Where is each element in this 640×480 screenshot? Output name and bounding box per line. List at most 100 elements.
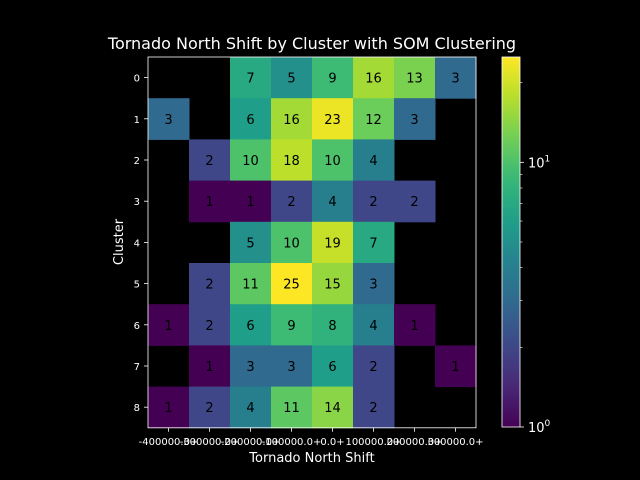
y-tick-label: 4 — [134, 238, 140, 249]
colorbar-tick-label: 101 — [528, 154, 550, 171]
cell-value-label: 11 — [283, 401, 300, 416]
heatmap-cell — [353, 386, 395, 429]
cell-value-label: 1 — [205, 195, 213, 210]
heatmap-cell — [353, 345, 395, 388]
heatmap-cell — [312, 57, 354, 99]
cell-value-label: 15 — [324, 278, 341, 293]
heatmap-cell — [189, 304, 231, 346]
heatmap-cell — [312, 304, 354, 346]
cell-value-label: 1 — [164, 319, 172, 334]
heatmap-cell — [312, 139, 354, 182]
heatmap-cell — [271, 304, 313, 346]
y-tick-label: 3 — [134, 197, 140, 208]
cell-value-label: 4 — [369, 319, 377, 334]
cell-value-label: 2 — [369, 360, 377, 375]
cell-value-label: 2 — [287, 195, 295, 210]
colorbar: 100 101 — [501, 56, 551, 436]
cell-value-label: 3 — [410, 113, 418, 128]
cell-value-label: 3 — [164, 113, 172, 128]
x-tick-label: 200000.0+ — [386, 437, 442, 448]
cell-value-label: 3 — [246, 360, 254, 375]
cell-value-label: 2 — [369, 195, 377, 210]
y-tick-label: 5 — [134, 280, 140, 291]
heatmap-cell — [271, 221, 313, 264]
heatmap-cell — [230, 139, 272, 182]
cell-value-label: 14 — [324, 401, 341, 416]
cell-value-label: 11 — [242, 278, 259, 293]
x-axis-ticks: -400000.0+-300000.0+-200000.0+-100000.0+… — [139, 427, 484, 448]
cell-value-label: 1 — [451, 360, 459, 375]
heatmap-cell — [230, 386, 272, 429]
cell-value-label: 18 — [283, 154, 300, 169]
cell-value-label: 8 — [328, 319, 336, 334]
cell-value-label: 7 — [369, 236, 377, 251]
cell-value-label: 9 — [328, 72, 336, 87]
heatmap-cell — [189, 386, 231, 429]
heatmap-cell — [230, 98, 272, 140]
heatmap-cell — [271, 98, 313, 140]
heatmap-cell — [271, 263, 313, 305]
heatmap-cell — [312, 345, 354, 388]
heatmap-cell — [394, 98, 436, 140]
cell-value-label: 19 — [324, 236, 341, 251]
cell-value-label: 1 — [246, 195, 254, 210]
cell-value-label: 1 — [205, 360, 213, 375]
heatmap-cell — [230, 180, 272, 223]
cell-value-label: 10 — [242, 154, 259, 169]
cell-value-label: 10 — [283, 236, 300, 251]
cell-value-label: 3 — [369, 278, 377, 293]
y-axis-ticks: 0 1 2 3 4 5 6 7 8 — [134, 74, 148, 414]
heatmap-cell — [312, 221, 354, 264]
y-tick-label: 0 — [134, 74, 140, 85]
x-tick-label: -400000.0+ — [139, 437, 199, 448]
cell-value-label: 4 — [369, 154, 377, 169]
cell-value-label: 1 — [410, 319, 418, 334]
cell-value-label: 10 — [324, 154, 341, 169]
cell-value-label: 6 — [246, 319, 254, 334]
x-tick-label: -300000.0+ — [180, 437, 240, 448]
heatmap-cell — [435, 345, 477, 388]
cell-value-label: 7 — [246, 72, 254, 87]
heatmap-cell — [189, 139, 231, 182]
heatmap-cell — [353, 221, 395, 264]
colorbar-gradient — [501, 56, 521, 428]
x-tick-label: -100000.0+ — [262, 437, 322, 448]
cell-value-label: 23 — [324, 113, 341, 128]
heatmap-cell — [271, 139, 313, 182]
heatmap-cell — [230, 263, 272, 305]
heatmap-cell — [353, 98, 395, 140]
x-tick-label: 300000.0+ — [427, 437, 483, 448]
y-tick-label: 1 — [134, 115, 140, 126]
cell-value-label: 2 — [205, 154, 213, 169]
colorbar-tick-label: 100 — [528, 419, 551, 436]
cell-value-label: 4 — [246, 401, 254, 416]
x-tick-label: -200000.0+ — [221, 437, 281, 448]
heatmap-cell — [271, 386, 313, 429]
cell-value-label: 13 — [406, 72, 423, 87]
x-tick-label: 0.0+ — [320, 437, 344, 448]
cell-value-label: 2 — [205, 278, 213, 293]
heatmap-cell — [353, 263, 395, 305]
heatmap-cell — [271, 57, 313, 99]
cell-value-label: 2 — [205, 319, 213, 334]
y-tick-label: 7 — [134, 362, 140, 373]
heatmap-cell — [312, 98, 354, 140]
heatmap-cells: 7 5 9 16 13 33 6 16 23 12 32 10 18 10 41 1 2 4 2 25 10 19 72 11… — [147, 56, 477, 429]
heatmap-cell — [394, 304, 436, 346]
cell-value-label: 5 — [246, 236, 254, 251]
heatmap-cell — [312, 180, 354, 223]
cell-value-label: 2 — [369, 401, 377, 416]
y-tick-label: 2 — [134, 156, 140, 167]
heatmap-cell — [394, 180, 436, 223]
y-tick-label: 6 — [134, 321, 140, 332]
heatmap-cell — [353, 304, 395, 346]
cell-value-label: 6 — [328, 360, 336, 375]
cell-value-label: 2 — [410, 195, 418, 210]
heatmap-cell — [394, 57, 436, 99]
heatmap-cell — [353, 180, 395, 223]
chart-title: Tornado North Shift by Cluster with SOM … — [107, 34, 516, 53]
heatmap-cell — [353, 57, 395, 99]
x-tick-label: 100000.0+ — [345, 437, 401, 448]
cell-value-label: 4 — [328, 195, 336, 210]
